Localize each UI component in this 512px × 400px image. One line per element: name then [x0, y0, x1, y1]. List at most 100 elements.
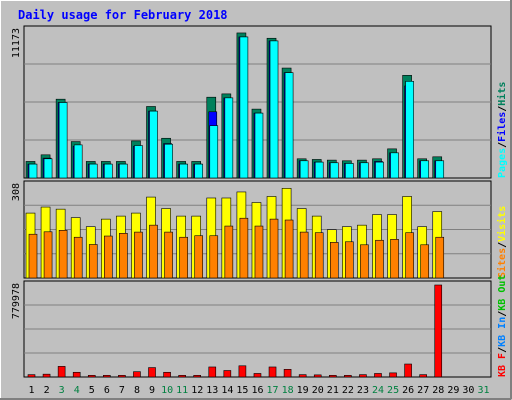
x-tick-label: 3: [59, 385, 65, 396]
bar-kb-f-day-27: [419, 374, 427, 378]
bar-pages-day-18: [284, 72, 294, 179]
legend-separator: /: [497, 347, 508, 353]
bar-sites-day-11: [179, 236, 188, 279]
bar-pages-day-23: [360, 162, 369, 179]
x-tick-label: 1: [29, 385, 35, 396]
bar-sites-day-21: [329, 242, 339, 279]
bar-sites-day-20: [314, 232, 324, 279]
legend-kbytes: KB F/KB In/KB Out: [497, 275, 508, 377]
x-tick-label: 15: [236, 385, 248, 396]
x-tick-label: 8: [134, 385, 140, 396]
bar-pages-day-10: [164, 143, 173, 179]
x-tick-label: 13: [206, 385, 218, 396]
x-tick-label: 25: [387, 385, 399, 396]
bar-kb-f-day-10: [163, 371, 171, 378]
bar-pages-day-11: [179, 163, 188, 179]
bar-sites-day-14: [224, 225, 234, 279]
bar-kb-f-day-22: [344, 375, 352, 378]
bar-sites-day-25: [390, 239, 399, 279]
bar-pages-day-20: [314, 161, 324, 179]
x-tick-label: 14: [221, 385, 233, 396]
legend-entry: KB In: [497, 317, 508, 347]
bar-kb-f-day-4: [72, 371, 81, 378]
legend-entry: Visits: [496, 206, 508, 242]
x-tick-label: 31: [477, 385, 489, 396]
x-tick-label: 11: [176, 385, 188, 396]
bar-sites-day-7: [119, 233, 128, 279]
bar-pages-day-8: [134, 145, 143, 179]
bar-kb-f-day-11: [178, 375, 186, 378]
bar-pages-day-3: [58, 102, 68, 179]
bar-kb-f-day-21: [328, 375, 337, 378]
bar-pages-day-28: [435, 160, 445, 179]
bar-pages-day-1: [28, 163, 38, 179]
bar-sites-day-26: [405, 232, 414, 279]
bar-kb-f-day-1: [27, 374, 36, 378]
x-tick-label: 7: [119, 385, 125, 396]
x-tick-label: 17: [267, 385, 279, 396]
bar-pages-day-25: [390, 152, 399, 179]
legend-entry: Hits: [496, 82, 508, 106]
bar-sites-day-28: [435, 236, 445, 279]
x-tick-label: 22: [342, 385, 354, 396]
legend-separator: /: [497, 242, 508, 248]
bar-pages-day-26: [405, 81, 414, 179]
legend-hits-files-pages: Pages/Files/Hits: [496, 82, 508, 178]
bar-pages-day-4: [73, 144, 83, 179]
x-tick-label: 5: [89, 385, 95, 396]
bar-sites-day-4: [73, 236, 83, 279]
legend-separator: /: [497, 311, 508, 317]
bar-sites-day-6: [104, 235, 113, 279]
bar-sites-day-3: [58, 229, 68, 279]
chart-panels: 11173Pages/Files/Hits308Sites/Visits7799…: [11, 25, 508, 378]
x-tick-label: 9: [149, 385, 155, 396]
bar-kb-f-day-17: [268, 366, 277, 378]
bar-sites-day-13: [209, 235, 219, 279]
bar-kb-f-day-16: [253, 373, 262, 378]
x-tick-label: 28: [432, 385, 444, 396]
x-tick-label: 21: [327, 385, 339, 396]
bar-pages-day-13: [209, 125, 219, 179]
bar-pages-day-17: [269, 40, 279, 179]
y-max-label: 308: [11, 183, 22, 201]
bar-sites-day-10: [164, 231, 173, 279]
bar-kb-f-day-23: [359, 374, 367, 378]
bar-kb-f-day-7: [118, 375, 126, 378]
bar-pages-day-15: [239, 36, 249, 179]
x-tick-label: 4: [74, 385, 80, 396]
bar-pages-day-27: [420, 160, 429, 179]
x-tick-label: 19: [297, 385, 309, 396]
bar-kb-f-day-12: [193, 375, 202, 378]
bar-pages-day-2: [43, 158, 53, 179]
bar-kb-f-day-19: [298, 374, 307, 378]
bar-kb-f-day-9: [148, 367, 156, 378]
x-tick-label: 20: [312, 385, 324, 396]
bar-kb-f-day-14: [223, 370, 232, 378]
bar-kb-f-day-18: [283, 369, 292, 378]
chart-title: Daily usage for February 2018: [18, 8, 228, 22]
legend-entry: Sites: [496, 248, 508, 278]
bar-pages-day-5: [88, 163, 98, 179]
x-tick-label: 29: [447, 385, 459, 396]
bar-kb-f-day-24: [374, 373, 382, 378]
bar-pages-day-9: [149, 110, 158, 179]
legend-visits-sites: Sites/Visits: [496, 206, 508, 278]
bar-sites-day-15: [239, 217, 249, 279]
bar-pages-day-24: [375, 161, 384, 179]
bar-kb-f-day-8: [133, 371, 141, 378]
x-axis-labels: 1 2 3 4 5 6 7 8 9 10 11 12 13 14 15 16 17 18 19 20 21 22 23 24 2…: [29, 385, 490, 396]
bar-sites-day-22: [345, 241, 354, 279]
x-tick-label: 23: [357, 385, 369, 396]
x-tick-label: 18: [282, 385, 294, 396]
legend-entry: KB F: [497, 353, 508, 377]
bar-kb-f-day-28: [434, 284, 443, 378]
y-max-label: 779978: [11, 283, 22, 319]
bar-kb-f-day-26: [404, 363, 412, 378]
x-tick-label: 10: [161, 385, 173, 396]
bar-kb-f-day-5: [87, 375, 96, 378]
bar-pages-day-21: [329, 162, 339, 179]
bar-sites-day-27: [420, 244, 429, 279]
bar-sites-day-5: [88, 244, 98, 279]
